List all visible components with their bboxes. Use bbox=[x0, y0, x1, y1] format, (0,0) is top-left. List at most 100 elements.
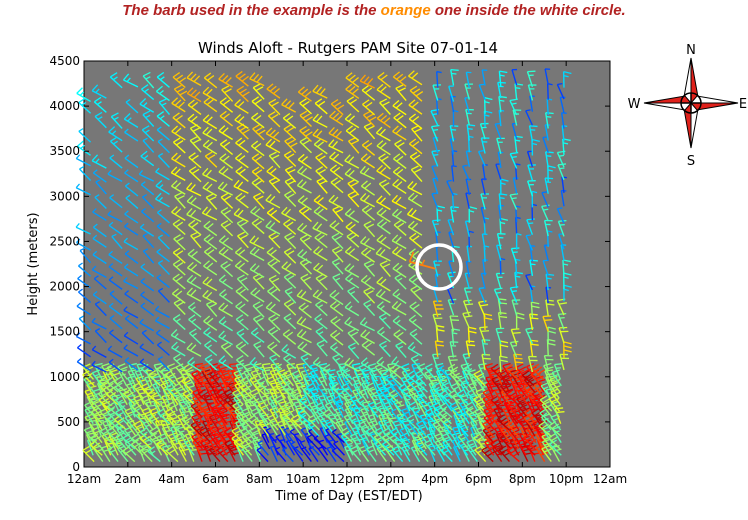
wind-barb bbox=[203, 315, 218, 331]
wind-barb bbox=[108, 302, 123, 317]
wind-barb bbox=[498, 445, 512, 463]
wind-barb bbox=[329, 342, 344, 358]
wind-barb bbox=[107, 169, 123, 183]
wind-barb bbox=[281, 446, 294, 463]
wind-barb bbox=[219, 289, 233, 305]
wind-barb bbox=[155, 329, 170, 343]
banner-highlight-word: orange bbox=[380, 2, 431, 19]
wind-barb bbox=[531, 389, 546, 406]
wind-barb bbox=[431, 149, 440, 167]
wind-barb bbox=[375, 288, 391, 304]
wind-barb bbox=[300, 427, 312, 444]
wind-barb bbox=[249, 235, 265, 250]
x-tick-label: 6pm bbox=[465, 472, 492, 486]
wind-barb bbox=[142, 110, 155, 127]
wind-barb bbox=[515, 312, 525, 329]
wind-barb bbox=[217, 362, 230, 380]
wind-barb bbox=[496, 414, 511, 431]
wind-barb bbox=[391, 300, 407, 316]
wind-barb bbox=[391, 246, 407, 262]
wind-barb bbox=[221, 85, 234, 102]
wind-barb bbox=[361, 204, 376, 221]
wind-barb bbox=[330, 99, 345, 116]
wind-barb bbox=[156, 126, 170, 141]
wind-barb bbox=[526, 426, 540, 444]
wind-barb bbox=[76, 302, 91, 316]
wind-barb bbox=[525, 109, 534, 126]
wind-barb bbox=[123, 237, 139, 251]
x-tick-label: 12am bbox=[67, 472, 101, 486]
wind-barb bbox=[477, 300, 489, 318]
wind-barb bbox=[123, 113, 139, 128]
wind-barb bbox=[220, 220, 234, 237]
wind-barb bbox=[187, 99, 202, 116]
wind-barb bbox=[344, 208, 360, 224]
wind-barb bbox=[481, 233, 488, 250]
wind-barb bbox=[498, 204, 504, 222]
wind-barb bbox=[408, 113, 423, 130]
wind-barb bbox=[547, 165, 556, 182]
wind-barb bbox=[361, 247, 376, 263]
x-tick-label: 4pm bbox=[421, 472, 448, 486]
wind-barb bbox=[452, 109, 459, 127]
wind-barb bbox=[236, 328, 249, 345]
wind-barb bbox=[203, 220, 218, 237]
wind-barb bbox=[250, 140, 265, 157]
wind-barb bbox=[409, 151, 423, 169]
wind-barb bbox=[296, 179, 312, 194]
wind-barb bbox=[218, 235, 233, 251]
wind-barb bbox=[142, 71, 155, 89]
wind-barb bbox=[449, 341, 459, 358]
wind-barb bbox=[220, 192, 234, 209]
wind-barb bbox=[299, 110, 313, 127]
wind-barb bbox=[92, 234, 107, 248]
wind-barb bbox=[172, 273, 186, 290]
wind-barb bbox=[515, 233, 522, 250]
wind-barb bbox=[203, 72, 218, 89]
wind-barb bbox=[299, 125, 313, 143]
wind-barb bbox=[147, 446, 161, 463]
wind-barb bbox=[297, 153, 312, 170]
wind-barb bbox=[205, 193, 218, 210]
wind-barb bbox=[189, 136, 202, 153]
wind-barb bbox=[378, 340, 391, 358]
wind-barb bbox=[297, 249, 312, 264]
wind-barb bbox=[409, 328, 423, 345]
wind-barb bbox=[283, 272, 297, 289]
wind-barb bbox=[530, 370, 544, 387]
wind-barb bbox=[123, 426, 136, 444]
wind-barb bbox=[297, 222, 312, 238]
wind-barb bbox=[309, 362, 320, 380]
wind-barb bbox=[483, 97, 493, 114]
wind-barb bbox=[266, 246, 281, 263]
wind-barb bbox=[544, 177, 554, 194]
wind-barb bbox=[174, 192, 186, 209]
wind-barb bbox=[329, 110, 344, 126]
wind-barb bbox=[376, 219, 391, 235]
wind-barb bbox=[478, 326, 490, 343]
wind-barb bbox=[316, 383, 329, 399]
wind-barb bbox=[363, 122, 376, 140]
wind-barb bbox=[218, 274, 233, 290]
wind-barb bbox=[344, 167, 360, 183]
wind-barb bbox=[331, 257, 344, 275]
wind-barb bbox=[344, 357, 360, 372]
wind-barb bbox=[235, 70, 249, 87]
wind-barb bbox=[331, 447, 345, 463]
wind-barb bbox=[139, 98, 155, 113]
wind-barb bbox=[510, 328, 521, 345]
wind-barb bbox=[170, 329, 186, 344]
wind-barb bbox=[157, 138, 170, 154]
wind-barb bbox=[331, 232, 344, 250]
wind-barb bbox=[331, 428, 345, 444]
wind-barb bbox=[108, 358, 123, 373]
wind-barb bbox=[186, 182, 202, 197]
x-tick-label: 10pm bbox=[549, 472, 584, 486]
wind-barb bbox=[298, 302, 312, 319]
wind-barb bbox=[480, 207, 487, 224]
wind-barb bbox=[108, 432, 120, 450]
wind-barb bbox=[527, 355, 538, 373]
wind-barb bbox=[407, 341, 423, 357]
wind-barb bbox=[249, 356, 265, 372]
wind-barb bbox=[274, 446, 287, 463]
